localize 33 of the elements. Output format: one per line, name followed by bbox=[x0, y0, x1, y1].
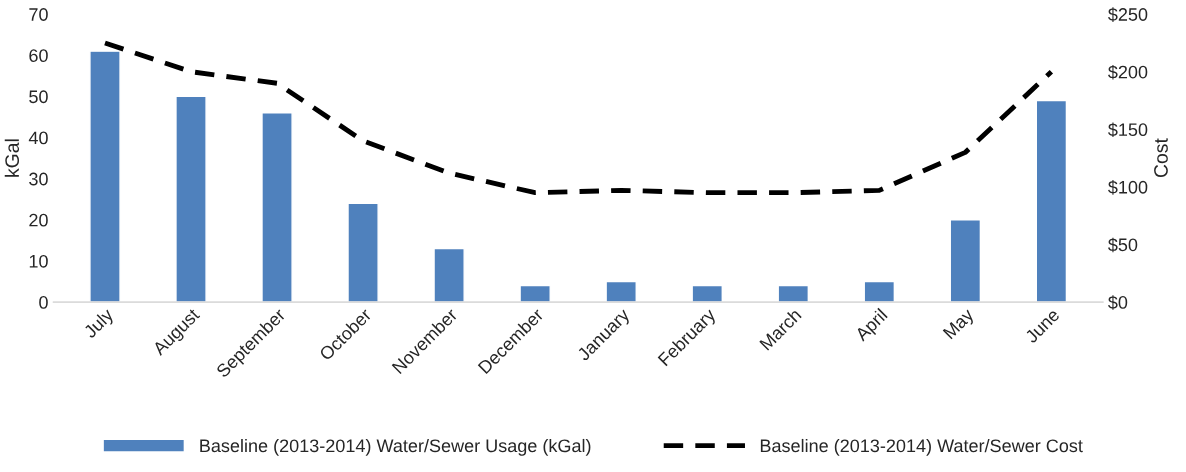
y-tick-label: 60 bbox=[29, 49, 48, 63]
y2-tick-label: $200 bbox=[1108, 64, 1148, 80]
y-tick-label: 30 bbox=[29, 172, 48, 186]
y-tick-label: 50 bbox=[29, 90, 48, 104]
y2-tick-label: $250 bbox=[1108, 7, 1148, 22]
y2-tick-label: $100 bbox=[1108, 180, 1148, 195]
y-tick-label: 40 bbox=[28, 131, 48, 145]
y-tick-label: 70 bbox=[29, 8, 48, 21]
y-tick-label: 20 bbox=[29, 213, 48, 227]
bar bbox=[949, 219, 982, 303]
bar bbox=[89, 50, 121, 303]
legend-label: Baseline (2013-2014) Water/Sewer Usage (kGal) bbox=[200, 438, 591, 456]
y2-tick-label: $0 bbox=[1108, 295, 1128, 310]
y-tick-label: 0 bbox=[39, 296, 48, 309]
bar bbox=[175, 95, 207, 303]
bar bbox=[863, 280, 896, 303]
bar bbox=[1035, 99, 1068, 303]
legend-label: Baseline (2013-2014) Water/Sewer Cost bbox=[760, 438, 1083, 456]
bar bbox=[777, 284, 810, 303]
bar bbox=[261, 112, 293, 303]
bar bbox=[691, 284, 723, 303]
y2-axis-title: Cost bbox=[1154, 138, 1168, 178]
line-series bbox=[102, 40, 1054, 196]
bar bbox=[433, 247, 465, 303]
bar bbox=[347, 202, 379, 303]
x-tick-label: May bbox=[942, 307, 978, 342]
y-tick-label: 10 bbox=[29, 254, 48, 268]
y-axis-title: kGal bbox=[4, 139, 20, 177]
bar bbox=[519, 284, 551, 303]
x-tick-label: July bbox=[82, 306, 117, 342]
y2-tick-label: $150 bbox=[1108, 122, 1148, 138]
bar bbox=[605, 280, 637, 303]
y2-tick-label: $50 bbox=[1108, 237, 1138, 253]
